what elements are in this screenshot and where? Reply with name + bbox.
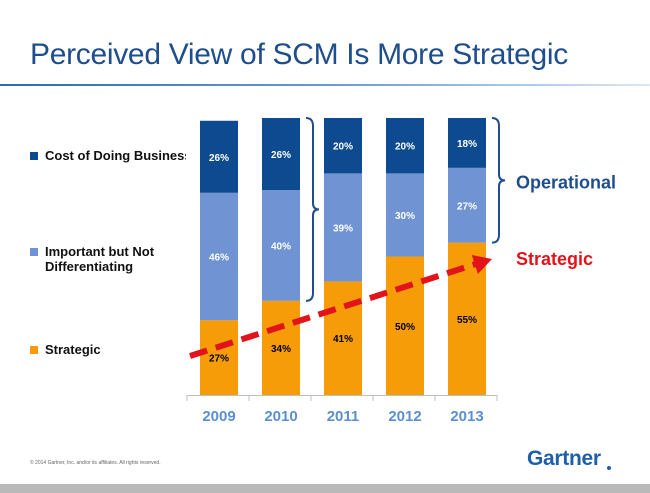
bar-strategic-2009 [200, 320, 238, 395]
gartner-logo-dot [607, 466, 611, 470]
legend-swatch-strategic [30, 346, 38, 354]
trend-arrow-line [189, 259, 483, 359]
bar-cost-of-doing-business-2009 [200, 120, 238, 193]
annotation-strategic: Strategic [516, 249, 593, 269]
legend-label-cost: Cost of Doing Business [45, 148, 192, 163]
data-label: 55% [457, 315, 477, 326]
legend-item-cost: Cost of Doing Business [30, 148, 195, 163]
trend-arrow-head [471, 254, 492, 275]
data-label: 26% [209, 153, 229, 164]
bar-important-but-not-differentiating-2010 [262, 190, 300, 301]
data-label: 40% [271, 241, 291, 252]
data-label: 50% [395, 322, 415, 333]
data-label: 20% [333, 142, 353, 153]
bar-cost-of-doing-business-2012 [386, 118, 424, 174]
legend-swatch-cost [30, 152, 38, 160]
x-tick-label-2011: 2011 [327, 408, 360, 425]
annotation-operational: Operational [516, 172, 616, 192]
bracket-operational [491, 117, 506, 244]
data-label: 39% [333, 223, 353, 234]
data-label: 18% [457, 139, 477, 150]
x-tick-label-2010: 2010 [264, 408, 297, 425]
bar-cost-of-doing-business-2010 [262, 118, 300, 191]
bottom-bar [0, 484, 650, 493]
legend-label-strategic: Strategic [45, 342, 101, 357]
bar-important-but-not-differentiating-2013 [448, 167, 486, 243]
bar-important-but-not-differentiating-2009 [200, 192, 238, 321]
data-label: 27% [457, 201, 477, 212]
data-label: 27% [209, 354, 229, 365]
bar-strategic-2010 [262, 300, 300, 395]
data-label: 41% [333, 334, 353, 345]
bar-important-but-not-differentiating-2012 [386, 173, 424, 257]
copyright-footer: © 2014 Gartner, Inc. and/or its affiliat… [30, 460, 161, 466]
bracket-2010 [305, 117, 320, 302]
data-label: 20% [395, 142, 415, 153]
data-label: 30% [395, 211, 415, 222]
bar-cost-of-doing-business-2013 [448, 118, 486, 168]
bar-cost-of-doing-business-2011 [324, 118, 362, 174]
data-label: 46% [209, 253, 229, 264]
bar-strategic-2012 [386, 256, 424, 395]
gartner-logo: Gartner [527, 447, 601, 470]
x-tick-label-2013: 2013 [450, 408, 483, 425]
legend-item-strategic: Strategic [30, 342, 195, 357]
legend-label-important: Important but Not Differentiating [45, 244, 155, 274]
x-tick-label-2012: 2012 [388, 408, 421, 425]
slide-title: Perceived View of SCM Is More Strategic [30, 38, 568, 71]
legend-swatch-important [30, 248, 38, 256]
legend-item-important: Important but Not Differentiating [30, 244, 195, 274]
data-label: 26% [271, 150, 291, 161]
data-label: 34% [271, 344, 291, 355]
title-divider [0, 84, 650, 86]
bar-important-but-not-differentiating-2011 [324, 173, 362, 282]
x-tick-label-2009: 2009 [202, 408, 235, 425]
